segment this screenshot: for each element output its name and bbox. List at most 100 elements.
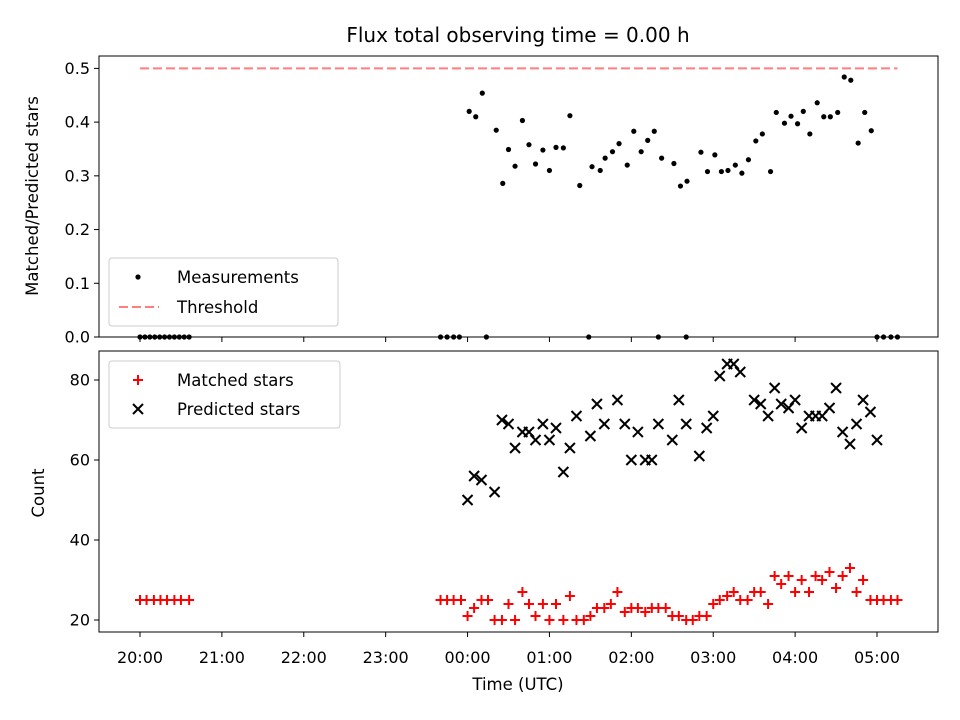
measurement-point — [540, 147, 546, 153]
predicted-point — [619, 418, 631, 430]
measurement-point — [451, 334, 457, 340]
ratio-y-tick-label: 0.4 — [65, 113, 90, 132]
measurement-point — [483, 334, 489, 340]
measurement-point — [894, 334, 901, 340]
measurement-point — [602, 155, 608, 161]
matched-point — [817, 575, 828, 585]
measurement-point — [577, 182, 583, 189]
measurement-point — [868, 128, 874, 134]
predicted-point — [550, 422, 562, 434]
measurement-point — [466, 108, 472, 114]
matched-point — [831, 583, 842, 593]
measurement-point — [835, 109, 841, 116]
matched-point — [530, 611, 541, 621]
predicted-point — [598, 418, 611, 430]
measurement-point — [553, 144, 559, 150]
measurement-point — [638, 149, 644, 155]
matched-point — [612, 587, 623, 597]
matched-point — [462, 611, 473, 621]
measurement-point — [739, 170, 745, 176]
ratio-y-tick-label: 0.5 — [65, 59, 90, 78]
matched-legend-marker — [133, 375, 143, 385]
matched-point — [619, 607, 630, 617]
matched-point — [769, 571, 780, 581]
matched-point — [701, 611, 712, 621]
measurement-point — [157, 334, 163, 340]
matched-point — [728, 587, 739, 597]
measurement-point — [677, 183, 684, 189]
matched-point — [483, 595, 494, 605]
predicted-point — [461, 494, 474, 506]
measurement-point — [567, 113, 573, 119]
matched-point — [722, 591, 733, 601]
measurement-point — [725, 167, 731, 174]
count-y-tick-label: 20 — [70, 611, 90, 630]
measurement-point — [586, 334, 592, 340]
matched-point — [184, 595, 195, 605]
predicted-point — [625, 454, 638, 466]
count-y-tick-label: 60 — [70, 451, 90, 470]
predicted-point — [496, 414, 508, 426]
measurement-point — [671, 160, 677, 167]
measurement-point — [651, 128, 657, 134]
predicted-point — [782, 402, 795, 414]
matched-points — [135, 563, 903, 625]
predicted-point — [707, 410, 719, 422]
measurement-point — [456, 334, 462, 340]
matched-point — [660, 603, 671, 613]
measurement-point — [874, 334, 880, 340]
measurement-point — [473, 114, 479, 120]
matched-point — [844, 563, 855, 573]
predicted-point — [488, 486, 501, 498]
predicted-point — [673, 394, 685, 406]
predicted-point — [468, 470, 480, 482]
matched-point — [517, 587, 528, 597]
measurement-point — [616, 141, 622, 147]
predicted-legend-label: Predicted stars — [177, 400, 300, 419]
measurement-point — [698, 149, 704, 155]
matched-point — [510, 615, 521, 625]
measurement-point — [546, 167, 553, 174]
x-tick-label: 23:00 — [363, 648, 409, 667]
ratio-y-tick-label: 0.1 — [65, 274, 90, 293]
predicted-point — [523, 426, 535, 438]
measurement-point — [773, 109, 779, 116]
predicted-point — [830, 382, 842, 394]
matched-point — [851, 587, 862, 597]
ratio-y-tick-label: 0.0 — [65, 328, 90, 347]
predicted-point — [570, 410, 583, 422]
measurement-points — [137, 74, 901, 340]
predicted-point — [734, 366, 746, 378]
matched-point — [804, 587, 815, 597]
measurement-point — [827, 114, 833, 120]
matched-point — [469, 603, 480, 613]
measurement-point — [142, 334, 148, 340]
predicted-point — [557, 466, 570, 478]
matched-point — [605, 599, 616, 609]
x-tick-label: 01:00 — [526, 648, 572, 667]
measurement-point — [781, 120, 788, 126]
matched-point — [763, 599, 774, 609]
matched-point — [503, 599, 514, 609]
measurement-point — [526, 142, 532, 148]
ratio-y-tick-label: 0.3 — [65, 166, 90, 185]
measurement-point — [684, 178, 690, 184]
count-panel: 20 40 60 80 20:00 21:00 22:00 23:00 00:00 01:00 02… — [70, 350, 939, 667]
measurement-point — [444, 334, 450, 340]
ratio-legend: Measurements Threshold — [108, 257, 339, 327]
predicted-point — [871, 434, 883, 446]
matched-point — [640, 607, 651, 617]
measurement-point — [609, 149, 616, 155]
measurement-point — [800, 108, 806, 114]
measurements-legend-marker — [135, 274, 141, 280]
predicted-point — [537, 418, 549, 430]
measurement-point — [624, 162, 630, 168]
measurement-point — [759, 131, 765, 137]
measurement-point — [814, 100, 820, 106]
matched-point — [537, 599, 548, 609]
x-tick-label: 05:00 — [854, 648, 900, 667]
predicted-points — [461, 358, 883, 506]
measurement-point — [166, 334, 173, 340]
predicted-point — [611, 394, 624, 406]
ratio-panel: 0.0 0.1 0.2 0.3 0.4 0.5 Measurements Threshold — [65, 55, 939, 347]
